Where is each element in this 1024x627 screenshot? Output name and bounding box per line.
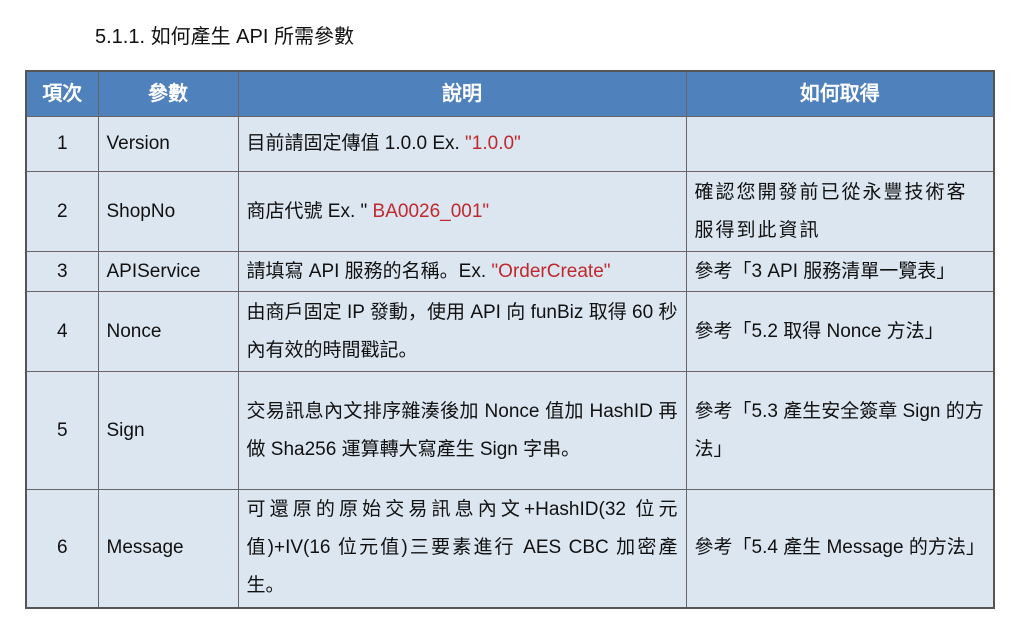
cell-desc: 可還原的原始交易訊息內文+HashID(32 位元值)+IV(16 位元值)三要… [237, 489, 687, 608]
cell-how: 參考「3 API 服務清單一覽表」 [685, 251, 995, 292]
cell-how [685, 116, 995, 172]
cell-desc: 交易訊息內文排序雜湊後加 Nonce 值加 HashID 再做 Sha256 運… [237, 371, 687, 490]
table-row: 3 APIService 請填寫 API 服務的名稱。Ex. "OrderCre… [25, 251, 995, 292]
cell-no: 2 [25, 171, 99, 252]
cell-how: 確認您開發前已從永豐技術客服得到此資訊 [685, 171, 995, 252]
cell-no: 4 [25, 291, 99, 372]
cell-param: ShopNo [97, 171, 239, 252]
cell-how: 參考「5.2 取得 Nonce 方法」 [685, 291, 995, 372]
example-value: "1.0.0" [465, 133, 521, 154]
header-how: 如何取得 [685, 70, 995, 117]
cell-how: 參考「5.3 產生安全簽章 Sign 的方法」 [685, 371, 995, 490]
cell-desc: 由商戶固定 IP 發動，使用 API 向 funBiz 取得 60 秒內有效的時… [237, 291, 687, 372]
desc-text: 請填寫 API 服務的名稱。Ex. [246, 260, 492, 282]
example-value: "OrderCreate" [491, 260, 611, 282]
cell-param: Version [97, 116, 239, 172]
desc-text: 目前請固定傳值 1.0.0 Ex. [246, 133, 466, 154]
header-param: 參數 [97, 70, 239, 117]
example-value: BA0026_001" [367, 200, 490, 222]
cell-no: 5 [25, 371, 99, 490]
cell-no: 6 [25, 489, 99, 608]
section-title: 5.1.1. 如何產生 API 所需參數 [95, 26, 354, 48]
cell-param: Message [97, 489, 239, 608]
cell-param: Sign [97, 371, 239, 490]
desc-text: 商店代號 Ex. " [246, 200, 368, 222]
cell-param: Nonce [97, 291, 239, 372]
cell-desc: 請填寫 API 服務的名稱。Ex. "OrderCreate" [237, 251, 687, 292]
header-no: 項次 [25, 70, 99, 117]
api-params-table: 項次 參數 說明 如何取得 1 Version 目前請固定傳值 1.0.0 Ex… [25, 70, 995, 609]
cell-desc: 商店代號 Ex. " BA0026_001" [237, 171, 687, 252]
cell-how: 參考「5.4 產生 Message 的方法」 [685, 489, 995, 608]
cell-no: 3 [25, 251, 99, 292]
cell-param: APIService [97, 251, 239, 292]
header-desc: 說明 [237, 70, 687, 117]
table-row: 6 Message 可還原的原始交易訊息內文+HashID(32 位元值)+IV… [25, 489, 995, 608]
cell-desc: 目前請固定傳值 1.0.0 Ex. "1.0.0" [237, 116, 687, 172]
table-row: 4 Nonce 由商戶固定 IP 發動，使用 API 向 funBiz 取得 6… [25, 291, 995, 372]
table-header-row: 項次 參數 說明 如何取得 [25, 70, 995, 117]
cell-no: 1 [25, 116, 99, 172]
table-row: 1 Version 目前請固定傳值 1.0.0 Ex. "1.0.0" [25, 116, 995, 172]
table-row: 5 Sign 交易訊息內文排序雜湊後加 Nonce 值加 HashID 再做 S… [25, 371, 995, 490]
table-row: 2 ShopNo 商店代號 Ex. " BA0026_001" 確認您開發前已從… [25, 171, 995, 252]
